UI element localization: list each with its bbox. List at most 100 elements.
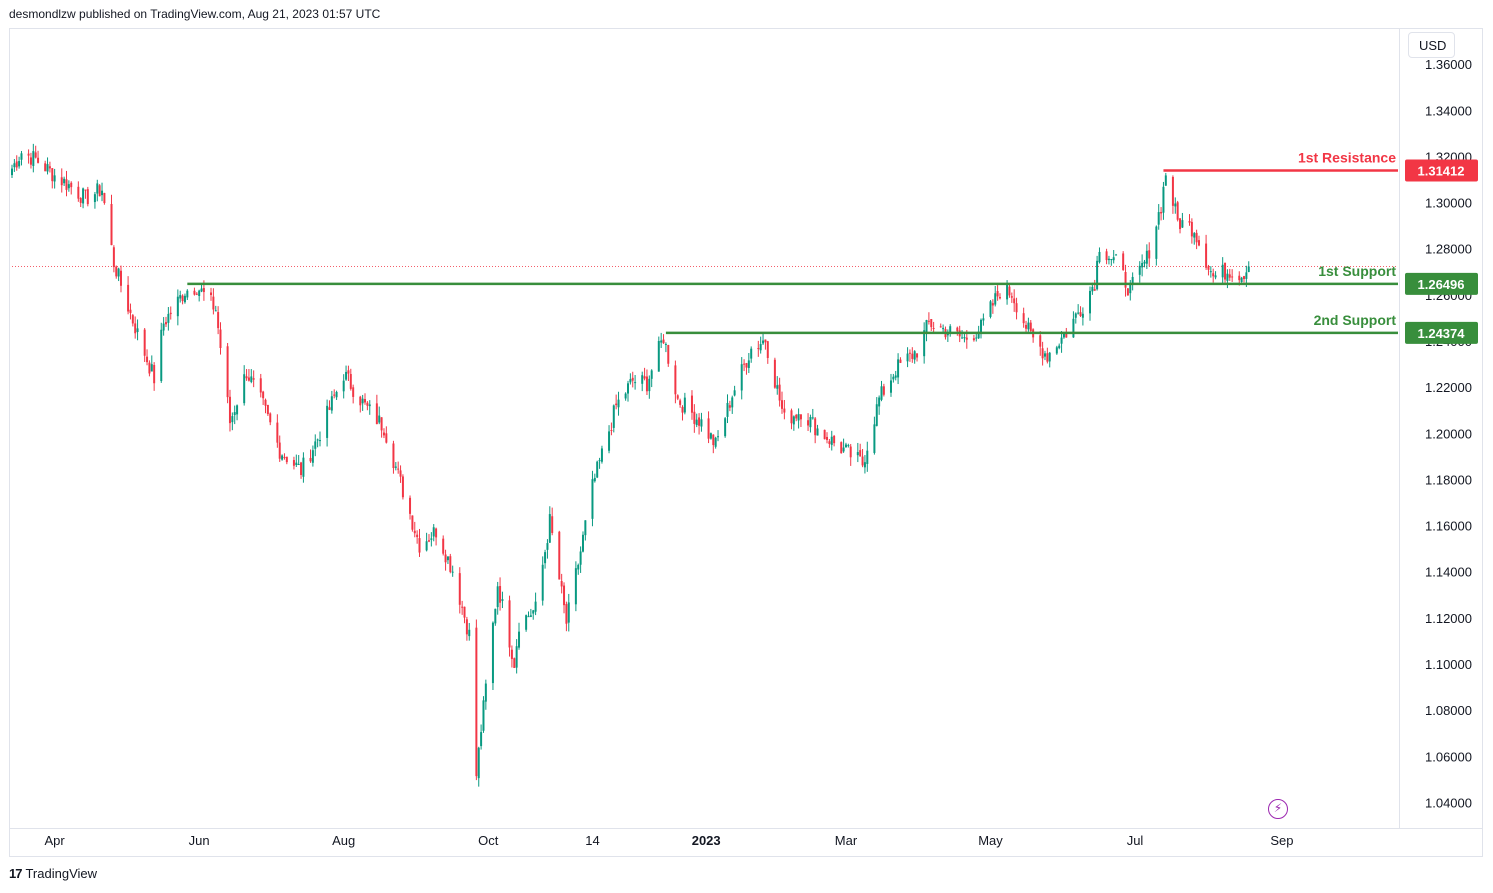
candle-body: [269, 413, 272, 423]
candle-body: [991, 303, 994, 306]
candle-body: [807, 420, 810, 426]
candle-body: [179, 295, 182, 299]
candle-body: [160, 329, 163, 381]
candle-body: [1041, 348, 1044, 359]
candle-body: [44, 163, 47, 172]
y-tick-label: 1.16000: [1425, 519, 1472, 534]
candle-body: [683, 397, 686, 413]
candle-body: [534, 601, 537, 612]
candle-body: [202, 288, 205, 293]
candle-body: [1176, 202, 1179, 220]
candle-body: [499, 586, 502, 603]
y-tick-label: 1.18000: [1425, 472, 1472, 487]
candle-body: [444, 554, 447, 563]
candle-body: [842, 447, 845, 452]
candle-body: [799, 414, 802, 420]
candle-body: [146, 356, 149, 363]
candle-body: [764, 339, 767, 343]
candle-body: [544, 552, 547, 564]
y-tick-label: 1.20000: [1425, 426, 1472, 441]
candle-body: [84, 189, 87, 191]
candle-body: [326, 405, 329, 438]
candle-body: [548, 514, 551, 543]
candle-body: [598, 460, 601, 462]
candle-body: [482, 700, 485, 731]
candle-body: [231, 416, 234, 423]
candle-body: [283, 456, 286, 458]
candle-body: [508, 600, 511, 648]
candle-body: [695, 419, 698, 426]
candle-body: [892, 376, 895, 380]
candle-body: [1245, 272, 1248, 279]
candle-body: [532, 610, 535, 614]
candle-body: [1181, 220, 1184, 228]
candle-body: [309, 457, 312, 462]
candle-body: [364, 399, 367, 403]
candle-body: [1081, 313, 1084, 318]
candle-body: [1008, 286, 1011, 296]
candle-body: [1160, 211, 1163, 214]
candle-body: [37, 157, 40, 163]
currency-button[interactable]: USD: [1408, 32, 1455, 58]
candle-body: [889, 380, 892, 393]
candle-body: [894, 375, 897, 378]
candle-body: [449, 556, 452, 572]
candle-body: [624, 393, 627, 399]
footer-logo-text: TradingView: [25, 866, 98, 881]
candle-body: [1212, 273, 1215, 277]
candle-body: [645, 376, 648, 392]
candle-body: [1105, 251, 1108, 261]
candle-body: [1231, 276, 1234, 278]
candle-body: [750, 348, 753, 359]
candle-body: [996, 291, 999, 297]
candle-body: [352, 387, 355, 397]
candle-body: [783, 408, 786, 413]
candle-body: [615, 403, 618, 406]
candle-body: [427, 540, 430, 542]
candle-body: [1164, 175, 1167, 186]
candle-body: [558, 531, 561, 580]
level-price-badge: [1405, 321, 1478, 344]
candle-body: [1025, 324, 1028, 329]
candle-body: [939, 326, 942, 328]
candle-body: [650, 370, 653, 379]
candle-body: [728, 405, 731, 408]
candle-body: [828, 441, 831, 444]
x-tick-label: 2023: [692, 833, 721, 848]
candle-body: [513, 658, 516, 668]
lightning-icon[interactable]: ⚡: [1268, 799, 1288, 819]
candle-body: [375, 403, 378, 425]
y-tick-label: 1.04000: [1425, 795, 1472, 810]
candle-body: [233, 412, 236, 416]
candle-body: [1107, 258, 1110, 261]
candle-body: [565, 604, 568, 624]
candle-body: [882, 386, 885, 395]
candle-body: [342, 380, 345, 392]
candle-body: [631, 377, 634, 381]
candle-body: [127, 284, 130, 312]
candle-body: [496, 586, 499, 608]
candle-body: [382, 432, 385, 436]
candle-body: [136, 328, 139, 333]
candle-body: [153, 365, 156, 384]
candle-body: [110, 203, 113, 246]
candle-body: [648, 378, 651, 392]
candle-body: [465, 619, 468, 635]
candle-body: [458, 573, 461, 605]
candle-body: [461, 606, 464, 608]
candle-body: [413, 530, 416, 534]
candle-body: [112, 247, 115, 268]
candle-body: [529, 615, 532, 617]
candle-body: [34, 152, 37, 158]
candle-body: [923, 330, 926, 357]
candle-body: [965, 337, 968, 340]
candle-body: [591, 479, 594, 519]
candle-body: [333, 394, 336, 396]
candle-body: [285, 456, 288, 463]
candle-body: [584, 520, 587, 536]
y-tick-label: 1.36000: [1425, 57, 1472, 72]
candle-body: [397, 468, 400, 470]
candle-body: [361, 398, 364, 404]
candle-body: [612, 405, 615, 428]
